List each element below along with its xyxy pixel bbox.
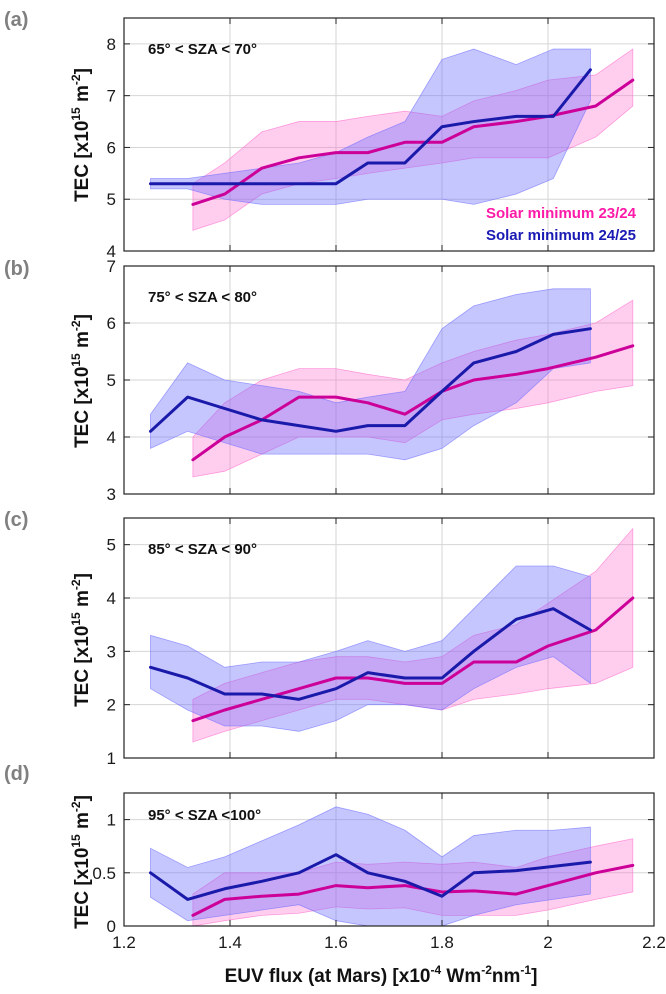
plot-area-d <box>124 793 654 926</box>
panel-b: (b) 3 4 5 6 7 75° < SZA < 80° TEC [x1015 m-2… <box>4 257 655 504</box>
series-group-c <box>149 527 635 743</box>
band-min-23-24-a <box>192 48 634 231</box>
y-tick-label-b: 5 <box>107 371 116 390</box>
y-axis-label-a: TEC [x1015 m-2] <box>69 68 93 202</box>
axes-frame-c <box>123 517 655 759</box>
y-tick-label-d: 0.5 <box>92 864 116 883</box>
y-tick-label-a: 6 <box>107 138 116 157</box>
line-min-24-25-c <box>149 607 592 701</box>
sza-annotation-c: 85° < SZA < 90° <box>148 541 257 558</box>
legend-entry-min-23-24: Solar minimum 23/24 <box>486 205 637 222</box>
legend-entry-min-24-25: Solar minimum 24/25 <box>486 227 636 244</box>
y-tick-label-a: 4 <box>107 242 116 261</box>
x-tick-label: 1.4 <box>218 933 242 952</box>
y-tick-label-c: 3 <box>107 642 116 661</box>
band-min-24-25-b <box>150 288 591 461</box>
series-group-b <box>149 288 635 478</box>
y-tick-label-b: 7 <box>107 257 116 276</box>
x-tick-label: 1.6 <box>324 933 348 952</box>
axes-frame-a <box>123 17 655 252</box>
axes-frame-d <box>123 792 655 927</box>
y-tick-label-a: 5 <box>107 190 116 209</box>
x-tick-label: 1.8 <box>430 933 454 952</box>
y-tick-label-d: 0 <box>107 917 116 936</box>
y-axis-label-b: TEC [x1015 m-2] <box>69 314 93 448</box>
series-group-d <box>149 806 635 926</box>
band-min-24-25-c <box>150 565 591 732</box>
sza-annotation-a: 65° < SZA < 70° <box>148 41 257 58</box>
legend: Solar minimum 23/24 Solar minimum 24/25 <box>486 205 637 244</box>
x-axis-label: EUV flux (at Mars) [x10-4 Wm-2nm-1] <box>225 963 538 987</box>
panel-label-c: (c) <box>4 509 28 531</box>
y-axis-label-d: TEC [x1015 m-2] <box>69 795 93 929</box>
y-tick-label-c: 1 <box>107 749 116 768</box>
panel-label-a: (a) <box>4 9 28 31</box>
y-tick-label-a: 8 <box>107 35 116 54</box>
y-tick-label-b: 3 <box>107 485 116 504</box>
line-min-23-24-c <box>191 596 635 723</box>
band-min-23-24-d <box>192 838 634 926</box>
y-tick-label-c: 2 <box>107 696 116 715</box>
line-min-24-25-a <box>149 68 592 186</box>
y-tick-label-b: 6 <box>107 314 116 333</box>
panel-label-d: (d) <box>4 763 30 785</box>
panel-c: (c) 1 2 3 4 5 85° < SZA < 90° TEC [x1015 m-2… <box>4 509 655 768</box>
line-min-24-25-d <box>149 853 592 901</box>
series-group-a <box>149 48 635 231</box>
x-tick-label: 2 <box>543 933 552 952</box>
band-min-24-25-a <box>150 48 591 205</box>
band-min-23-24-b <box>192 299 634 478</box>
y-tick-label-d: 1 <box>107 811 116 830</box>
y-tick-label-a: 7 <box>107 87 116 106</box>
y-axis-label-c: TEC [x1015 m-2] <box>69 573 93 707</box>
sza-annotation-b: 75° < SZA < 80° <box>148 289 257 306</box>
plot-area-a <box>124 18 654 251</box>
y-tick-label-c: 5 <box>107 536 116 555</box>
line-min-23-24-d <box>191 863 635 917</box>
panel-a: (a) 4 5 6 7 8 65° < SZA < 70° Solar minimum … <box>4 9 655 261</box>
x-tick-label: 1.2 <box>112 933 136 952</box>
y-tick-label-c: 4 <box>107 589 116 608</box>
line-min-24-25-b <box>149 327 592 433</box>
y-tick-label-b: 4 <box>107 428 116 447</box>
sza-annotation-d: 95° < SZA <100° <box>148 807 261 824</box>
panel-d: (d) 0 0.5 1 1.2 1.4 1.6 1.8 2 2.2 95° < SZA <100… <box>4 763 666 987</box>
plot-area-c <box>124 518 654 758</box>
panel-label-b: (b) <box>4 258 30 280</box>
x-tick-label: 2.2 <box>642 933 666 952</box>
